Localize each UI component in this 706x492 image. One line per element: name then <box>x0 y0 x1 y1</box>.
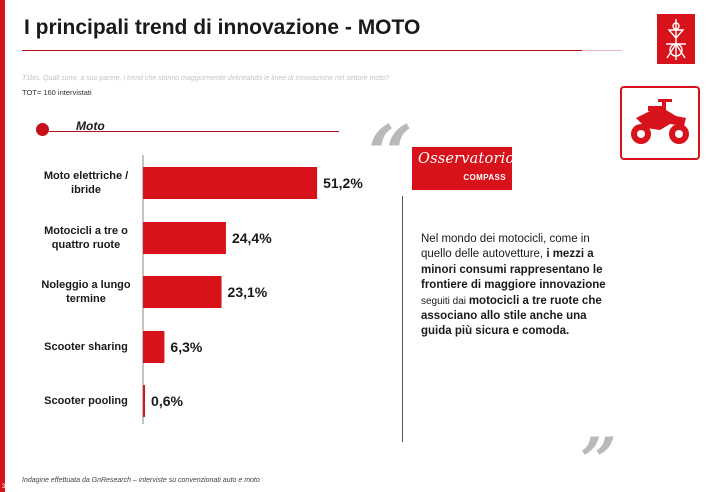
bar-value-label-4: 6,3% <box>170 339 202 355</box>
title-divider <box>22 50 622 51</box>
category-label-3: Noleggio a lungo termine <box>41 279 131 305</box>
footer-note: Indagine effettuata da GnResearch – inte… <box>22 477 260 484</box>
bar-5 <box>143 385 146 417</box>
survey-question: T1bis. Quali sono, a suo parere, i trend… <box>22 75 389 82</box>
brand-name: Osservatorio <box>418 151 515 167</box>
callout-part-3: seguiti dai <box>421 295 469 307</box>
callout-part-4: motocicli a tre ruote che associano allo… <box>421 294 602 338</box>
page-title: I principali trend di innovazione - MOTO <box>24 16 421 39</box>
bar-3 <box>143 276 222 308</box>
bar-1 <box>143 167 318 199</box>
observatory-logo: Osservatorio COMPASS <box>412 147 515 190</box>
bar-4 <box>143 331 165 363</box>
bar-value-label-2: 24,4% <box>232 230 272 246</box>
bar-value-label-1: 51,2% <box>323 175 363 191</box>
brand-sub: COMPASS <box>463 173 506 182</box>
category-label-4: Scooter sharing <box>44 341 128 353</box>
section-label: Moto <box>76 119 105 133</box>
brand-emblem-icon <box>657 14 695 64</box>
bar-value-label-5: 0,6% <box>151 393 183 409</box>
close-quote-mark: ” <box>580 424 617 492</box>
callout-part-1: Nel mondo dei motocicli, come in quello … <box>421 233 590 261</box>
left-accent-rule <box>0 0 5 492</box>
bar-2 <box>143 222 226 254</box>
category-label-5: Scooter pooling <box>44 395 128 407</box>
category-label-2: Motocicli a tre o quattro ruote <box>44 225 128 251</box>
quote-divider <box>402 196 403 442</box>
open-quote-mark: “ <box>368 109 413 200</box>
category-label-1: Moto elettriche / ibride <box>43 170 129 196</box>
quad-bike-icon <box>620 86 700 160</box>
callout-text: Nel mondo dei motocicli, come in quello … <box>421 232 611 340</box>
page-number: 30 <box>2 484 9 490</box>
section-bullet <box>36 123 49 136</box>
bar-chart: 51,2% 24,4% 23,1% 6,3% 0,6% <box>142 155 363 424</box>
bar-value-label-3: 23,1% <box>228 284 268 300</box>
section-divider <box>49 131 339 132</box>
sample-size: TOT= 160 intervistati <box>22 88 92 97</box>
callout-part-2: i mezzi a minori consumi rappresentano l… <box>421 248 606 292</box>
